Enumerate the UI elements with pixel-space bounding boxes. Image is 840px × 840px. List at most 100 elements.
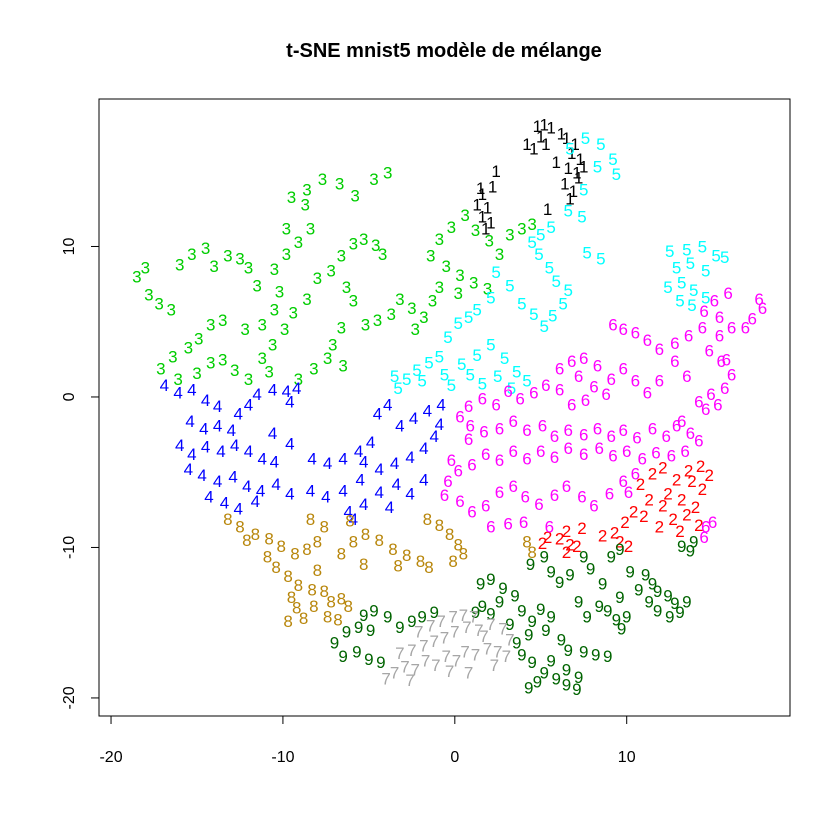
point-digit-3: 3 [294,233,303,252]
point-digit-6: 6 [503,382,512,401]
point-digit-3: 3 [201,239,210,258]
point-digit-4: 4 [436,395,445,414]
point-digit-3: 3 [156,359,165,378]
point-digit-4: 4 [244,442,253,461]
point-digit-5: 5 [457,355,466,374]
point-digit-4: 4 [390,454,399,473]
point-digit-2: 2 [677,490,686,509]
point-digit-7: 7 [429,632,438,651]
point-digit-8: 8 [522,532,531,551]
point-digit-9: 9 [527,612,536,631]
point-digit-9: 9 [670,594,679,613]
point-digit-4: 4 [227,421,236,440]
point-digit-3: 3 [302,180,311,199]
point-digit-1: 1 [481,219,490,238]
point-digit-9: 9 [495,593,504,612]
point-digit-9: 9 [686,541,695,560]
point-digit-4: 4 [256,481,265,500]
point-digit-6: 6 [464,397,473,416]
point-digit-3: 3 [282,219,291,238]
point-digit-2: 2 [648,465,657,484]
point-digit-3: 3 [184,338,193,357]
point-digit-7: 7 [405,671,414,690]
point-digit-6: 6 [624,483,633,502]
point-digit-8: 8 [313,532,322,551]
point-digit-1: 1 [483,198,492,217]
point-digit-6: 6 [619,359,628,378]
point-digit-6: 6 [593,420,602,439]
point-digit-5: 5 [512,362,521,381]
point-digit-6: 6 [550,427,559,446]
point-digit-6: 6 [443,472,452,491]
point-digit-7: 7 [460,642,469,661]
point-digit-9: 9 [417,608,426,627]
point-digit-1: 1 [546,119,555,138]
point-digit-6: 6 [486,517,495,536]
point-digit-6: 6 [522,450,531,469]
point-digit-3: 3 [218,311,227,330]
point-digit-5: 5 [440,365,449,384]
point-digit-8: 8 [374,531,383,550]
point-digit-3: 3 [244,259,253,278]
point-digit-4: 4 [220,493,229,512]
point-digit-9: 9 [546,563,555,582]
point-digit-3: 3 [527,215,536,234]
point-digit-7: 7 [448,608,457,627]
point-digit-4: 4 [233,405,242,424]
point-digit-6: 6 [541,376,550,395]
point-digit-1: 1 [536,128,545,147]
point-digit-9: 9 [383,608,392,627]
point-digit-7: 7 [505,630,514,649]
point-digit-8: 8 [359,555,368,574]
point-digit-3: 3 [386,305,395,324]
point-digit-4: 4 [385,498,394,517]
point-digit-5: 5 [582,243,591,262]
point-digit-5: 5 [417,371,426,390]
point-digit-6: 6 [677,412,686,431]
point-digit-5: 5 [546,218,555,237]
point-digit-8: 8 [302,540,311,559]
point-digit-2: 2 [555,529,564,548]
point-digit-6: 6 [454,462,463,481]
point-digit-3: 3 [313,269,322,288]
point-digit-7: 7 [450,623,459,642]
point-digit-9: 9 [551,669,560,688]
point-digit-6: 6 [529,383,538,402]
point-digit-4: 4 [251,492,260,511]
point-digit-3: 3 [447,218,456,237]
point-digit-8: 8 [309,597,318,616]
point-digit-6: 6 [455,408,464,427]
point-digit-4: 4 [349,510,358,529]
point-digit-7: 7 [440,629,449,648]
point-digit-5: 5 [390,367,399,386]
point-digit-3: 3 [411,320,420,339]
point-digit-4: 4 [383,395,392,414]
point-digit-3: 3 [495,245,504,264]
point-digit-3: 3 [144,286,153,305]
point-digit-9: 9 [539,547,548,566]
point-digit-5: 5 [711,247,720,266]
point-digit-9: 9 [579,547,588,566]
point-digit-3: 3 [361,316,370,335]
point-digit-6: 6 [643,331,652,350]
point-digit-2: 2 [658,496,667,515]
point-digit-7: 7 [493,642,502,661]
point-digit-4: 4 [409,409,418,428]
point-digit-8: 8 [319,517,328,536]
point-digit-9: 9 [665,608,674,627]
point-digit-5: 5 [675,292,684,311]
point-digit-8: 8 [459,544,468,563]
point-digit-6: 6 [594,439,603,458]
point-digit-6: 6 [651,444,660,463]
point-digit-5: 5 [698,237,707,256]
point-digit-6: 6 [631,371,640,390]
point-digit-6: 6 [555,380,564,399]
point-digit-6: 6 [503,514,512,533]
point-digit-7: 7 [436,612,445,631]
point-digit-1: 1 [486,213,495,232]
point-digit-3: 3 [206,316,215,335]
point-digit-8: 8 [448,552,457,571]
point-digit-4: 4 [252,385,261,404]
point-digit-5: 5 [687,296,696,315]
point-digit-9: 9 [407,612,416,631]
